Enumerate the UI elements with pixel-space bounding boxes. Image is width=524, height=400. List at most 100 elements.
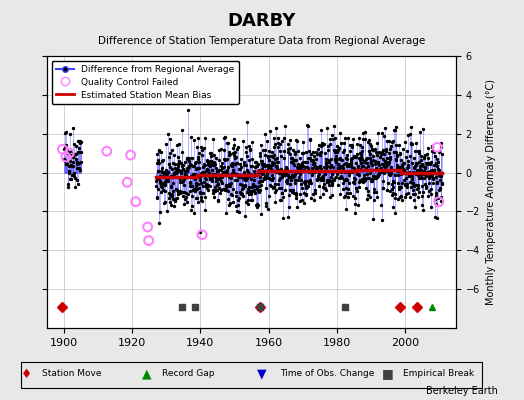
Point: [436, 193, 445, 200]
Point: [155, 160, 163, 166]
Point: [181, 170, 189, 177]
Point: [432, 201, 440, 207]
Point: [363, 155, 372, 162]
Point: [434, 167, 443, 174]
Point: [314, 171, 323, 177]
Point: [291, 171, 299, 177]
Point: [209, 186, 217, 193]
Point: [384, 159, 392, 166]
Point: [179, 166, 188, 172]
Point: [179, 178, 187, 184]
Point: [77, 159, 85, 165]
Point: [339, 149, 347, 155]
Point: [159, 181, 168, 188]
Point: [170, 160, 179, 167]
Point: [338, 164, 346, 170]
Point: [374, 172, 382, 178]
Point: [167, 172, 175, 179]
Point: [240, 162, 248, 168]
Point: [165, 154, 173, 161]
Point: [427, 172, 435, 178]
Point: [68, 158, 77, 165]
Point: [258, 166, 267, 172]
Point: [170, 151, 178, 158]
Point: [285, 174, 293, 180]
Point: [217, 146, 226, 152]
Point: [241, 177, 249, 184]
Point: [340, 140, 348, 146]
Point: [221, 186, 230, 193]
Point: [222, 182, 231, 188]
Point: [268, 162, 276, 168]
Point: [238, 193, 247, 200]
Point: [417, 172, 425, 178]
Point: [249, 183, 257, 189]
Point: [330, 168, 338, 174]
Point: [305, 136, 314, 143]
Point: [314, 146, 323, 152]
Point: [328, 181, 336, 188]
Point: [395, 142, 403, 148]
Point: [201, 135, 209, 141]
Point: [153, 160, 161, 166]
Point: [167, 173, 176, 180]
Point: [387, 164, 395, 171]
Point: [227, 161, 235, 168]
Point: [363, 160, 371, 166]
Point: [195, 173, 204, 180]
Point: [296, 191, 304, 198]
Point: [318, 142, 326, 148]
Point: [332, 148, 340, 154]
Point: [208, 167, 216, 173]
Point: [214, 197, 223, 203]
Point: [363, 196, 371, 202]
Point: [306, 177, 314, 184]
Point: [162, 176, 171, 182]
Point: [410, 164, 419, 170]
Point: [357, 151, 366, 157]
Point: [225, 202, 233, 209]
Point: [371, 167, 379, 174]
Point: [226, 183, 234, 189]
Point: [347, 160, 355, 166]
Point: [211, 172, 219, 179]
Point: [360, 157, 368, 164]
Point: [350, 179, 358, 185]
Point: [318, 176, 326, 183]
Point: [380, 151, 388, 158]
Point: [203, 156, 212, 163]
Point: [278, 172, 287, 178]
Point: [282, 177, 291, 183]
Point: [243, 118, 251, 125]
Point: [252, 202, 260, 208]
Point: [366, 155, 374, 162]
Point: [234, 166, 243, 172]
Point: [343, 156, 352, 162]
Point: [166, 150, 174, 156]
Point: [167, 183, 176, 190]
Point: [290, 173, 298, 179]
Point: [398, 197, 406, 204]
Point: [314, 176, 322, 182]
Point: [314, 164, 322, 170]
Point: [326, 140, 334, 147]
Point: [225, 174, 234, 181]
Point: [287, 187, 295, 194]
Point: [224, 188, 232, 194]
Point: [304, 147, 313, 154]
Point: [71, 151, 80, 157]
Point: [365, 170, 374, 176]
Point: [436, 185, 444, 191]
Y-axis label: Monthly Temperature Anomaly Difference (°C): Monthly Temperature Anomaly Difference (…: [486, 79, 496, 305]
Point: [310, 169, 318, 175]
Point: [274, 181, 282, 188]
Point: [202, 183, 210, 190]
Point: [377, 201, 385, 208]
Point: [237, 190, 245, 196]
Point: [75, 138, 84, 144]
Point: [346, 160, 355, 166]
Point: [384, 180, 392, 186]
Point: [328, 132, 336, 139]
Point: [250, 176, 258, 183]
Point: [318, 174, 326, 180]
